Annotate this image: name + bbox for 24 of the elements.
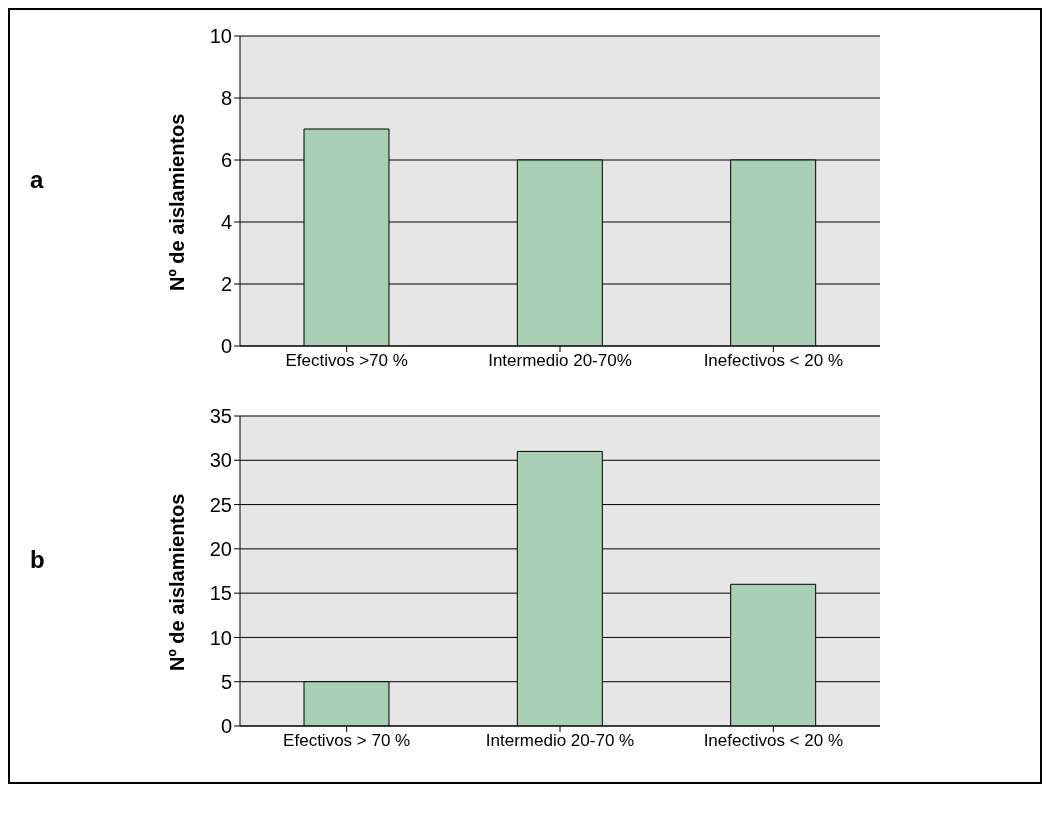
y-tick-label: 2 xyxy=(220,273,232,296)
y-tick-label: 30 xyxy=(209,449,232,472)
text: b xyxy=(30,546,45,574)
y-tick-label: 15 xyxy=(209,582,232,605)
text: a xyxy=(30,166,44,194)
y-tick-label: 10 xyxy=(209,626,232,649)
y-tick-label: 35 xyxy=(209,405,232,428)
y-axis-title: Nº de aislamientos xyxy=(166,113,189,291)
y-tick-label: 4 xyxy=(220,211,232,234)
y-axis-title: Nº de aislamientos xyxy=(166,493,189,671)
y-tick-label: 6 xyxy=(220,149,232,172)
y-tick-label: 10 xyxy=(209,25,232,48)
y-tick-label: 0 xyxy=(220,335,232,358)
y-tick-label: 20 xyxy=(209,537,232,560)
x-tick-label: Intermedio 20-70 % xyxy=(485,731,635,751)
x-tick-label: Inefectivos < 20 % xyxy=(703,351,844,371)
y-tick-label: 0 xyxy=(220,715,232,738)
x-tick-label: Intermedio 20-70% xyxy=(488,351,632,371)
y-tick-label: 25 xyxy=(209,493,232,516)
y-tick-label: 8 xyxy=(220,87,232,110)
x-tick-label: Inefectivos < 20 % xyxy=(703,731,844,751)
y-tick-label: 5 xyxy=(220,670,232,693)
x-tick-label: Efectivos > 70 % xyxy=(283,731,411,751)
x-tick-label: Efectivos >70 % xyxy=(285,351,408,371)
